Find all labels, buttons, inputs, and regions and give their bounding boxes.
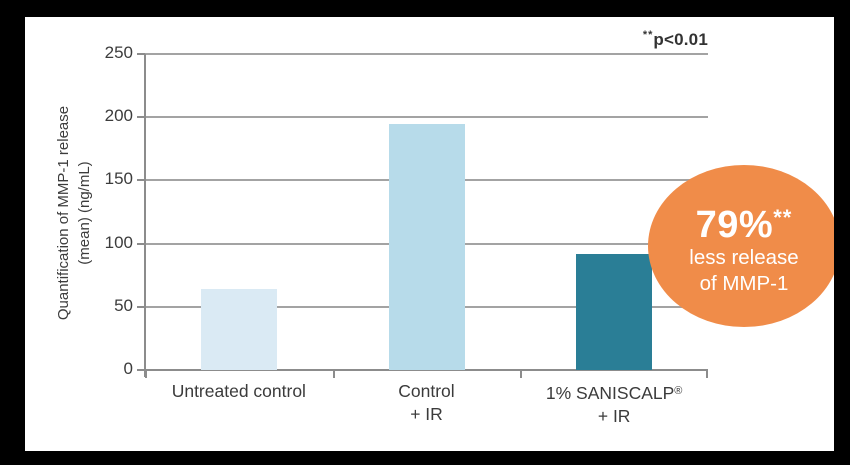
badge-line2: of MMP-1: [699, 272, 789, 295]
y-tick-label: 150: [104, 169, 133, 189]
badge-stars: **: [773, 205, 793, 230]
badge-percent: 79%: [695, 204, 774, 246]
y-axis-title-line1: Quantification of MMP-1 release: [55, 105, 72, 321]
badge-headline: 79%**: [648, 198, 834, 245]
x-category-label: Control + IR: [333, 380, 521, 426]
y-axis-title-line2: (mean) (ng/mL): [76, 161, 93, 265]
chart-canvas: **p<0.01 Quantification of MMP-1 release…: [25, 17, 834, 451]
y-axis-tick: [137, 116, 145, 119]
x-axis-tick: [145, 370, 147, 378]
y-tick-label: 250: [104, 43, 133, 62]
y-axis-tick: [137, 305, 145, 308]
x-category-label: 1% SANISCALP® + IR: [520, 380, 708, 428]
gridline: [145, 53, 708, 55]
bar: [200, 289, 277, 370]
plot-area: 0 50 100 150 200 250 Untreated control Control +…: [105, 43, 708, 426]
x-category-label-line: 1% SANISCALP®: [545, 383, 683, 403]
significance-stars: **: [642, 29, 654, 41]
x-category-label-line: Untreated control: [171, 381, 306, 401]
x-axis-tick: [706, 370, 708, 378]
significance-annotation: **p<0.01: [643, 29, 708, 50]
y-axis-tick: [137, 179, 145, 182]
x-category-label-line: Control: [398, 381, 455, 401]
bar: [388, 123, 465, 370]
y-axis-line: [144, 54, 146, 377]
x-category-label-line: + IR: [410, 404, 443, 424]
y-tick-label: 50: [114, 295, 133, 315]
bar: [576, 253, 653, 370]
y-tick-label: 100: [104, 232, 133, 252]
x-axis-line: [145, 369, 708, 371]
gridline: [145, 116, 708, 119]
y-tick-label: 200: [104, 106, 133, 126]
significance-text: p<0.01: [653, 30, 708, 49]
x-axis-tick: [520, 370, 523, 378]
y-axis-tick: [137, 242, 145, 245]
badge-line1: less release: [689, 246, 799, 269]
result-badge: 79%** less release of MMP-1: [648, 165, 834, 327]
y-axis-tick: [137, 53, 145, 55]
y-axis-tick: [137, 369, 145, 371]
x-category-label-line: + IR: [597, 406, 631, 426]
y-axis-title: Quantification of MMP-1 release (mean) (…: [53, 53, 97, 373]
x-category-label: Untreated control: [145, 380, 333, 403]
x-axis-tick: [332, 370, 335, 378]
y-tick-label: 0: [123, 359, 133, 378]
